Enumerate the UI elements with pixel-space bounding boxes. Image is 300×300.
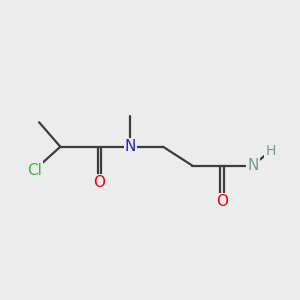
Text: O: O — [94, 175, 106, 190]
Text: N: N — [247, 158, 258, 173]
Text: H: H — [266, 144, 276, 158]
Text: O: O — [216, 194, 228, 209]
Text: Cl: Cl — [27, 163, 42, 178]
Text: N: N — [125, 139, 136, 154]
